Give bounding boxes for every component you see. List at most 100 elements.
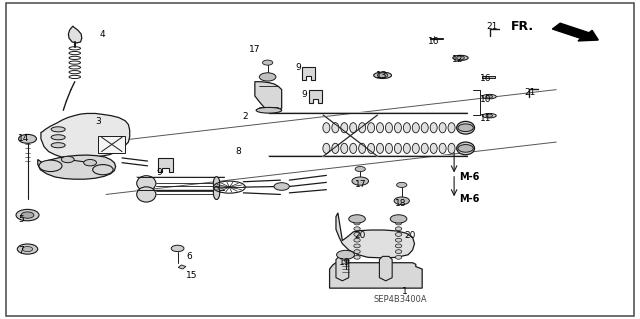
Ellipse shape bbox=[430, 143, 437, 153]
Ellipse shape bbox=[412, 143, 419, 153]
Ellipse shape bbox=[340, 143, 348, 153]
Circle shape bbox=[172, 245, 184, 252]
Circle shape bbox=[457, 56, 465, 60]
Ellipse shape bbox=[421, 123, 428, 133]
Ellipse shape bbox=[448, 143, 455, 153]
Polygon shape bbox=[430, 38, 443, 40]
Ellipse shape bbox=[323, 143, 330, 153]
Circle shape bbox=[16, 209, 39, 221]
Text: 3: 3 bbox=[95, 117, 101, 126]
Ellipse shape bbox=[332, 123, 339, 133]
Polygon shape bbox=[38, 155, 116, 179]
Circle shape bbox=[39, 160, 62, 172]
Text: 17: 17 bbox=[355, 181, 367, 189]
Ellipse shape bbox=[323, 123, 330, 133]
Ellipse shape bbox=[367, 123, 374, 133]
Ellipse shape bbox=[439, 143, 446, 153]
Polygon shape bbox=[482, 76, 495, 78]
Polygon shape bbox=[99, 136, 125, 153]
Ellipse shape bbox=[403, 143, 410, 153]
Circle shape bbox=[17, 244, 38, 254]
Ellipse shape bbox=[354, 256, 360, 259]
Ellipse shape bbox=[482, 94, 496, 99]
Ellipse shape bbox=[403, 123, 410, 133]
Ellipse shape bbox=[256, 108, 282, 113]
Circle shape bbox=[486, 95, 492, 98]
Ellipse shape bbox=[51, 143, 65, 148]
Text: 18: 18 bbox=[396, 199, 407, 208]
Ellipse shape bbox=[51, 135, 65, 140]
Ellipse shape bbox=[354, 221, 360, 225]
Ellipse shape bbox=[354, 227, 360, 231]
Text: 11: 11 bbox=[479, 114, 491, 123]
Circle shape bbox=[458, 124, 473, 131]
Ellipse shape bbox=[430, 123, 437, 133]
Text: 2: 2 bbox=[242, 112, 248, 121]
Circle shape bbox=[394, 197, 410, 204]
Circle shape bbox=[61, 156, 74, 163]
Ellipse shape bbox=[448, 123, 455, 133]
Text: 16: 16 bbox=[428, 38, 440, 47]
Ellipse shape bbox=[421, 143, 428, 153]
Ellipse shape bbox=[396, 250, 402, 254]
Circle shape bbox=[84, 160, 97, 166]
Text: 6: 6 bbox=[186, 252, 191, 261]
Ellipse shape bbox=[412, 123, 419, 133]
Text: 9: 9 bbox=[295, 63, 301, 72]
Ellipse shape bbox=[457, 142, 474, 155]
Circle shape bbox=[259, 73, 276, 81]
Ellipse shape bbox=[385, 123, 392, 133]
Text: SEP4B3400A: SEP4B3400A bbox=[373, 295, 427, 304]
Polygon shape bbox=[330, 263, 422, 288]
FancyArrow shape bbox=[552, 23, 598, 41]
Ellipse shape bbox=[457, 122, 474, 134]
Ellipse shape bbox=[374, 72, 392, 78]
Text: 13: 13 bbox=[376, 71, 388, 80]
Text: 1: 1 bbox=[402, 287, 408, 296]
Ellipse shape bbox=[213, 186, 220, 199]
Circle shape bbox=[458, 145, 473, 152]
Ellipse shape bbox=[358, 143, 365, 153]
Ellipse shape bbox=[367, 143, 374, 153]
Ellipse shape bbox=[358, 123, 365, 133]
Text: M-6: M-6 bbox=[460, 172, 479, 182]
Polygon shape bbox=[68, 26, 82, 43]
Ellipse shape bbox=[482, 114, 496, 118]
Polygon shape bbox=[255, 82, 282, 111]
Text: 20: 20 bbox=[355, 231, 366, 240]
Circle shape bbox=[93, 165, 113, 175]
Text: 4: 4 bbox=[100, 30, 106, 39]
Text: 14: 14 bbox=[18, 134, 29, 143]
Ellipse shape bbox=[396, 233, 402, 236]
Text: 5: 5 bbox=[18, 215, 24, 224]
Ellipse shape bbox=[340, 123, 348, 133]
Ellipse shape bbox=[396, 221, 402, 225]
Circle shape bbox=[19, 134, 36, 143]
Ellipse shape bbox=[354, 233, 360, 236]
Ellipse shape bbox=[376, 143, 383, 153]
Circle shape bbox=[22, 247, 33, 252]
Text: 16: 16 bbox=[479, 74, 491, 83]
Ellipse shape bbox=[137, 187, 156, 202]
Circle shape bbox=[390, 215, 407, 223]
Polygon shape bbox=[309, 90, 322, 103]
Text: FR.: FR. bbox=[511, 19, 534, 33]
Text: 10: 10 bbox=[479, 95, 491, 104]
Circle shape bbox=[262, 60, 273, 65]
Polygon shape bbox=[336, 256, 349, 281]
Text: 19: 19 bbox=[339, 258, 351, 267]
Ellipse shape bbox=[396, 238, 402, 242]
Ellipse shape bbox=[453, 55, 468, 60]
Ellipse shape bbox=[354, 244, 360, 248]
Ellipse shape bbox=[376, 123, 383, 133]
Polygon shape bbox=[41, 114, 130, 158]
Circle shape bbox=[378, 73, 388, 78]
Polygon shape bbox=[380, 256, 392, 281]
Circle shape bbox=[337, 250, 355, 259]
Text: 21: 21 bbox=[524, 88, 536, 97]
Ellipse shape bbox=[332, 143, 339, 153]
Circle shape bbox=[349, 215, 365, 223]
Circle shape bbox=[352, 177, 369, 185]
Polygon shape bbox=[302, 67, 315, 80]
Ellipse shape bbox=[349, 143, 356, 153]
